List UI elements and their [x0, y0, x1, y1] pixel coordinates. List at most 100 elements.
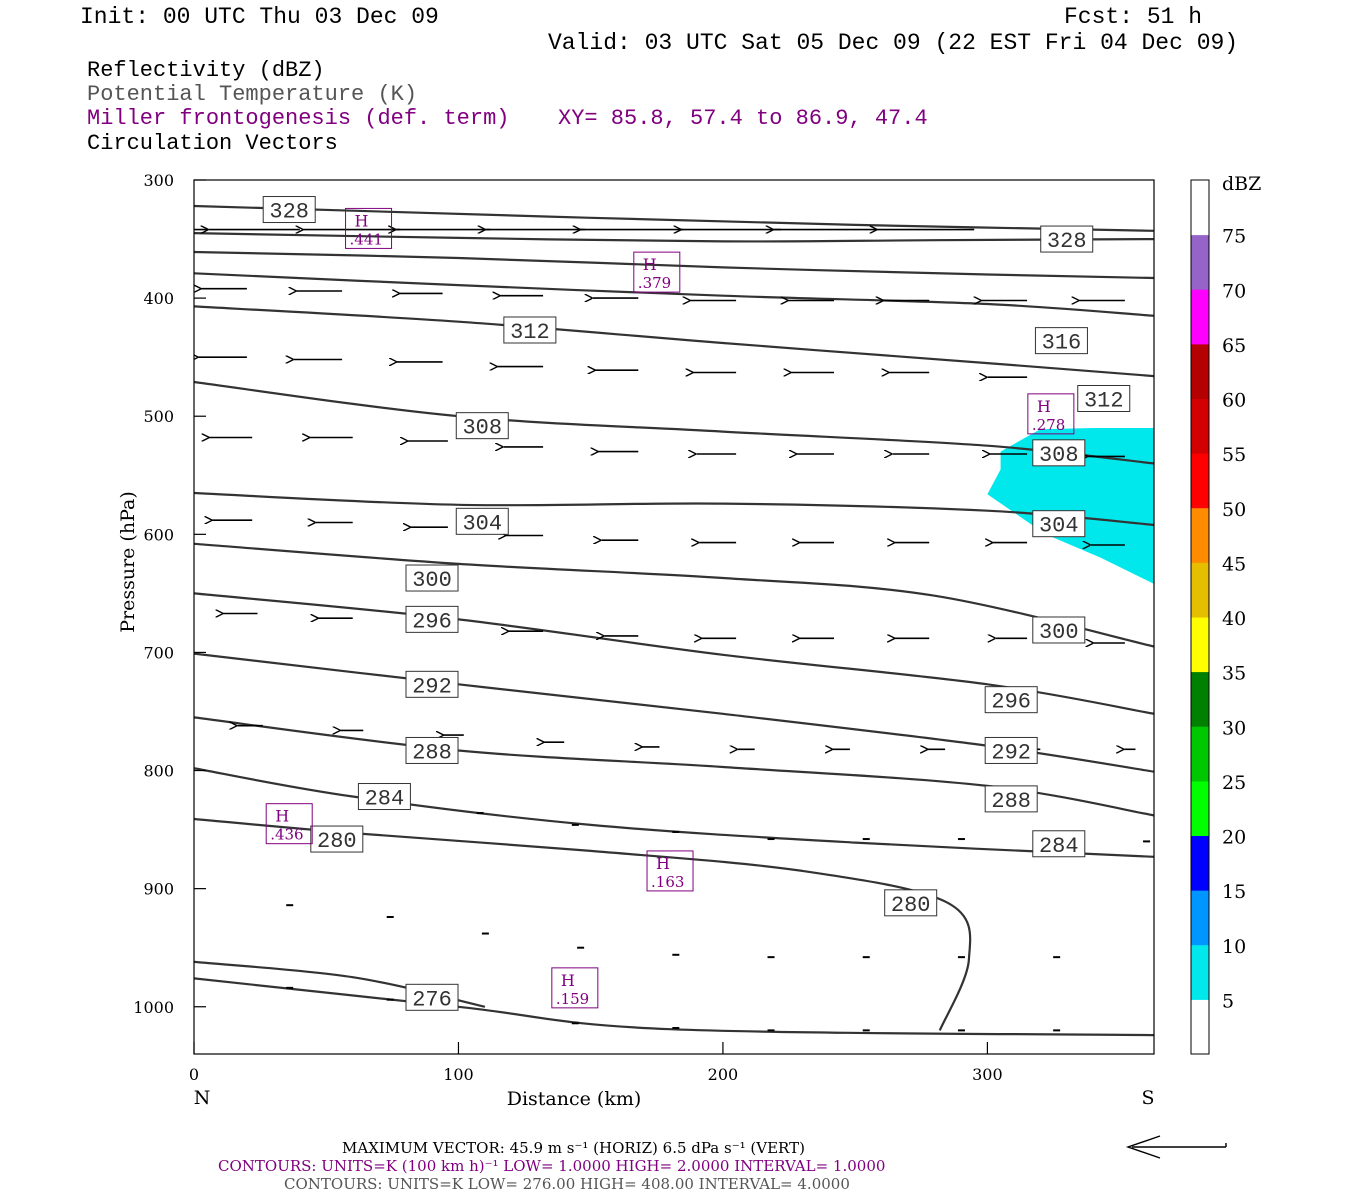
- theta-label-288: 288: [405, 736, 459, 765]
- theta-label-304: 304: [455, 507, 509, 536]
- theta-label-box: [405, 983, 459, 1011]
- colorbar-tick-label: 40: [1222, 608, 1246, 630]
- theta-label-296: 296: [984, 686, 1038, 715]
- frontogenesis-high: H.159: [551, 967, 599, 1009]
- theta-label-text: 284: [365, 787, 405, 812]
- plot-frame: [193, 179, 1155, 1055]
- colorbar-segment: [1191, 890, 1209, 946]
- y-tick-label: 600: [143, 525, 174, 544]
- theta-label-304: 304: [1032, 510, 1086, 539]
- colorbar-tick-label: 45: [1222, 553, 1246, 575]
- frontogenesis-high-value: .159: [556, 990, 589, 1008]
- frontogenesis-high-letter: H: [656, 854, 670, 873]
- colorbar-tick-label: 10: [1222, 936, 1246, 958]
- theta-contour-note: CONTOURS: UNITS=K LOW= 276.00 HIGH= 408.…: [284, 1175, 850, 1193]
- frontogenesis-high: H.379: [633, 251, 681, 293]
- theta-label-288: 288: [984, 785, 1038, 814]
- theta-label-text: 328: [1047, 229, 1087, 254]
- valid-time: Valid: 03 UTC Sat 05 Dec 09 (22 EST Fri …: [548, 30, 1239, 56]
- colorbar-segment: [1191, 671, 1209, 727]
- frontogenesis-high-letter: H: [275, 807, 289, 826]
- field-reflectivity: Reflectivity (dBZ): [87, 58, 325, 83]
- frontogenesis-high: H.441: [345, 207, 393, 249]
- theta-label-box: [357, 783, 411, 811]
- colorbar-tick-label: 70: [1222, 280, 1246, 302]
- colorbar-segment: [1191, 343, 1209, 399]
- theta-label-292: 292: [984, 736, 1038, 765]
- colorbar-segment: [1191, 562, 1209, 618]
- frontogenesis-high-value: .379: [638, 274, 671, 292]
- theta-label-text: 288: [412, 740, 452, 765]
- north-end-label: N: [194, 1087, 211, 1109]
- theta-label-box: [405, 670, 459, 698]
- colorbar-tick-label: 20: [1222, 827, 1246, 849]
- colorbar-tick-label: 55: [1222, 444, 1246, 466]
- theta-label-300: 300: [1032, 616, 1086, 645]
- theta-label-284: 284: [357, 783, 411, 812]
- theta-label-box: [1032, 439, 1086, 467]
- y-tick-label: 500: [143, 407, 174, 426]
- theta-label-280: 280: [310, 825, 364, 854]
- theta-label-text: 316: [1042, 331, 1082, 356]
- colorbar-tick-label: 50: [1222, 499, 1246, 521]
- frontogenesis-high-value: .436: [270, 826, 303, 844]
- cross-section-endpoints: XY= 85.8, 57.4 to 86.9, 47.4: [558, 106, 928, 131]
- field-vectors: Circulation Vectors: [87, 131, 338, 156]
- forecast-hour: Fcst: 51 h: [1064, 4, 1203, 30]
- theta-label-text: 304: [462, 511, 502, 536]
- theta-label-312: 312: [503, 316, 557, 345]
- frontogenesis-high-letter: H: [355, 211, 369, 230]
- colorbar-frame: [1190, 179, 1210, 1055]
- theta-label-text: 288: [991, 789, 1031, 814]
- frontogenesis-high-letter: H: [643, 255, 657, 274]
- x-tick-label: 300: [972, 1065, 1003, 1084]
- theta-label-text: 304: [1039, 514, 1079, 539]
- theta-label-328: 328: [1040, 225, 1094, 254]
- frontogenesis-high-box: [265, 803, 313, 845]
- field-frontogenesis: Miller frontogenesis (def. term): [87, 106, 510, 131]
- colorbar-tick-label: 5: [1222, 990, 1234, 1012]
- frontogenesis-high-value: .278: [1032, 416, 1065, 434]
- colorbar-segment: [1191, 726, 1209, 782]
- theta-label-text: 300: [1039, 620, 1079, 645]
- frontogenesis-high: H.163: [646, 850, 694, 892]
- frontogenesis-contour-note: CONTOURS: UNITS=K (100 km h)⁻¹ LOW= 1.00…: [218, 1157, 886, 1175]
- theta-contour-284: [194, 767, 1154, 858]
- theta-contour-304: [194, 491, 1154, 526]
- theta-label-308: 308: [455, 412, 509, 441]
- theta-label-text: 284: [1039, 834, 1079, 859]
- x-tick-label: 0: [189, 1065, 199, 1084]
- frontogenesis-high-letter: H: [561, 971, 575, 990]
- theta-label-292: 292: [405, 670, 459, 699]
- theta-label-box: [262, 196, 316, 224]
- theta-label-text: 312: [1084, 389, 1124, 414]
- theta-label-296: 296: [405, 605, 459, 634]
- south-end-label: S: [1141, 1087, 1154, 1109]
- theta-label-text: 292: [412, 674, 452, 699]
- theta-label-box: [984, 736, 1038, 764]
- frontogenesis-high-box: [633, 251, 681, 293]
- x-tick-label: 200: [708, 1065, 739, 1084]
- colorbar-tick-label: 15: [1222, 881, 1246, 903]
- x-axis-title: Distance (km): [507, 1088, 642, 1110]
- frontogenesis-high: H.278: [1027, 393, 1075, 435]
- colorbar-segment: [1191, 453, 1209, 509]
- theta-label-box: [1034, 327, 1088, 355]
- frontogenesis-high: H.436: [265, 803, 313, 845]
- colorbar-tick-label: 60: [1222, 390, 1246, 412]
- theta-label-text: 308: [462, 416, 502, 441]
- y-tick-label: 400: [143, 289, 174, 308]
- colorbar-tick-label: 35: [1222, 663, 1246, 685]
- theta-label-text: 300: [412, 568, 452, 593]
- theta-label-text: 292: [991, 740, 1031, 765]
- colorbar-tick-label: 30: [1222, 717, 1246, 739]
- field-theta: Potential Temperature (K): [87, 82, 418, 107]
- colorbar-segment: [1191, 780, 1209, 836]
- theta-label-box: [405, 605, 459, 633]
- x-tick-label: 100: [443, 1065, 474, 1084]
- frontogenesis-high-value: .163: [651, 873, 684, 891]
- theta-contour-324: [194, 232, 1154, 243]
- theta-label-text: 308: [1039, 443, 1079, 468]
- reference-vector-head: [1125, 1135, 1161, 1159]
- colorbar-segment: [1191, 234, 1209, 290]
